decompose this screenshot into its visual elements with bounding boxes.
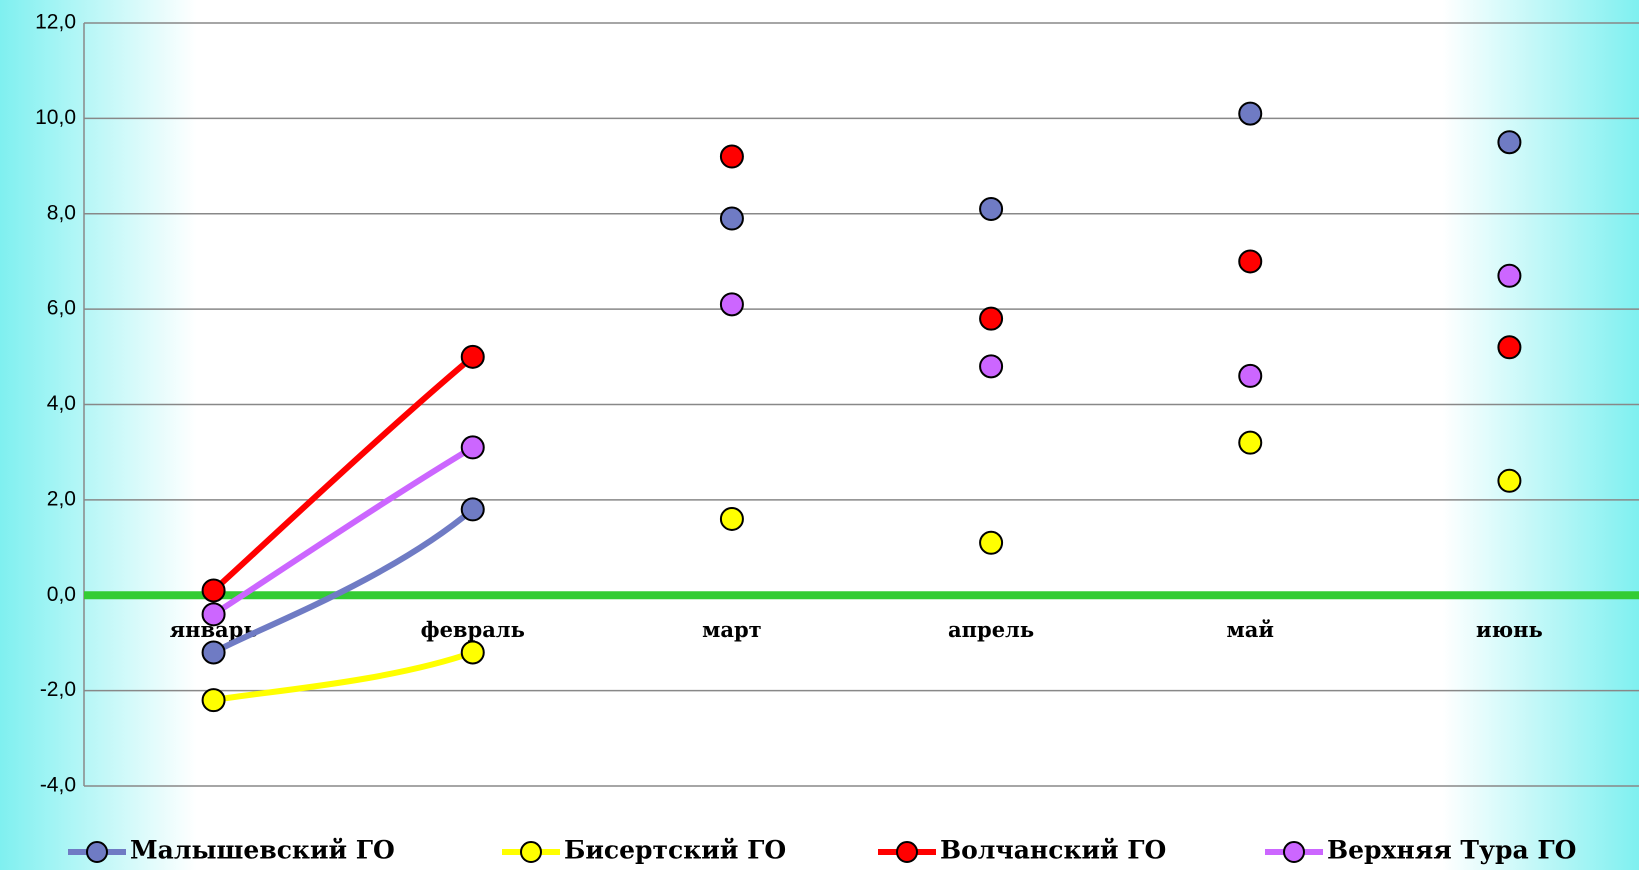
data-point: [201, 578, 226, 603]
x-tick-label: февраль: [421, 617, 525, 642]
y-tick-label: 0,0: [47, 583, 76, 606]
data-point: [979, 354, 1004, 379]
data-point: [1497, 468, 1522, 493]
y-tick-label: 6,0: [47, 297, 76, 320]
data-point: [460, 344, 485, 369]
series-line: [210, 444, 476, 618]
data-point: [201, 688, 226, 713]
data-point: [460, 435, 485, 460]
data-point: [719, 206, 744, 231]
data-point: [201, 640, 226, 665]
x-tick-label: апрель: [948, 617, 1034, 642]
x-tick-label: июнь: [1476, 617, 1543, 642]
data-point: [460, 497, 485, 522]
series-line: [210, 506, 476, 656]
y-tick-label: 2,0: [47, 487, 76, 510]
legend-label: Бисертский ГО: [564, 836, 786, 865]
data-point: [1238, 430, 1263, 455]
data-point: [1497, 335, 1522, 360]
data-point: [460, 640, 485, 665]
legend-label: Волчанский ГО: [940, 836, 1166, 865]
y-tick-label: 8,0: [47, 201, 76, 224]
data-point: [979, 530, 1004, 555]
series-line: [210, 649, 476, 704]
data-point: [979, 196, 1004, 221]
data-point: [1497, 130, 1522, 155]
y-tick-label: 10,0: [35, 106, 76, 129]
y-tick-label: -2,0: [40, 678, 76, 701]
legend-label: Малышевский ГО: [130, 836, 395, 865]
data-point: [1238, 101, 1263, 126]
data-point: [1238, 363, 1263, 388]
x-tick-label: май: [1227, 617, 1274, 642]
data-point: [719, 144, 744, 169]
series-line: [210, 353, 476, 594]
legend-marker: [86, 841, 108, 863]
legend-marker: [520, 841, 542, 863]
data-point: [979, 306, 1004, 331]
y-tick-label: 4,0: [47, 392, 76, 415]
legend-marker: [1283, 841, 1305, 863]
data-point: [1238, 249, 1263, 274]
data-point: [1497, 263, 1522, 288]
data-point: [719, 506, 744, 531]
y-tick-label: -4,0: [40, 774, 76, 797]
legend-label: Верхняя Тура ГО: [1327, 836, 1576, 865]
data-point: [719, 292, 744, 317]
x-tick-label: март: [702, 617, 762, 642]
legend-marker: [896, 841, 918, 863]
y-tick-label: 12,0: [35, 11, 76, 34]
data-point: [201, 602, 226, 627]
